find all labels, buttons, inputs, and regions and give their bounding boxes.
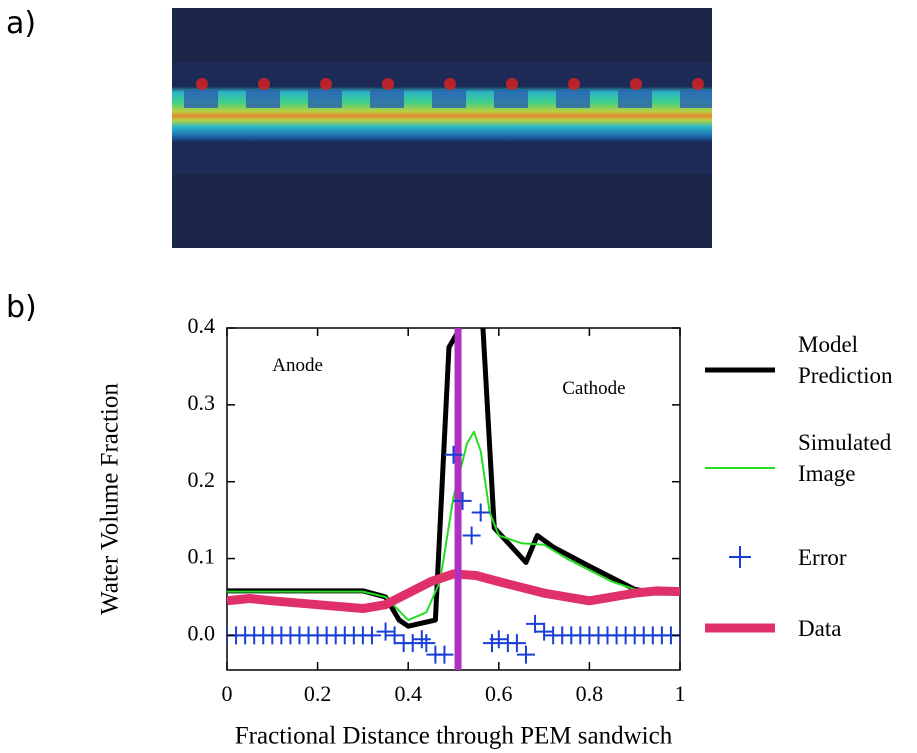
legend-label: Model Prediction [798,332,893,388]
annotation: Cathode [562,378,625,399]
y-tick-label: 0.3 [188,390,216,415]
error-marker [412,630,431,649]
x-tick-label: 0.6 [485,681,513,706]
x-axis-title: Fractional Distance through PEM sandwich [235,723,673,750]
error-marker [489,630,508,649]
error-marker [362,626,381,645]
error-marker [516,645,535,664]
legend-label: Error [798,544,847,570]
error-marker [417,634,436,653]
error-marker [507,634,526,653]
panel-label: a) [6,6,37,41]
series-line [227,569,680,614]
error-marker [444,445,463,464]
legend-label: Simulated Image [798,430,892,486]
x-tick-label: 1 [675,681,686,706]
image [172,8,712,248]
x-tick-label: 0.4 [394,681,422,706]
error-marker [435,645,454,664]
annotation: Anode [272,355,323,376]
error-marker [535,622,554,641]
y-tick-label: 0.2 [188,467,216,492]
legend-swatch [729,546,751,568]
plot-area [227,328,680,670]
error-marker [462,526,481,545]
x-tick-label: 0.2 [304,681,332,706]
series-line [227,430,680,622]
error-marker [453,491,472,510]
x-tick-label: 0 [222,681,233,706]
plot-frame [226,327,681,671]
x-tick-label: 0.8 [576,681,604,706]
error-marker [526,614,545,633]
y-tick-label: 0.1 [188,544,216,569]
panel-label: b) [6,290,37,325]
error-marker [376,622,395,641]
legend-label: Data [798,615,842,641]
series-line [227,328,680,629]
y-axis-title: Water Volume Fraction [97,383,124,615]
y-tick-label: 0.4 [188,313,216,338]
error-marker [385,626,404,645]
y-tick-label: 0.0 [188,620,216,645]
error-marker [471,503,490,522]
